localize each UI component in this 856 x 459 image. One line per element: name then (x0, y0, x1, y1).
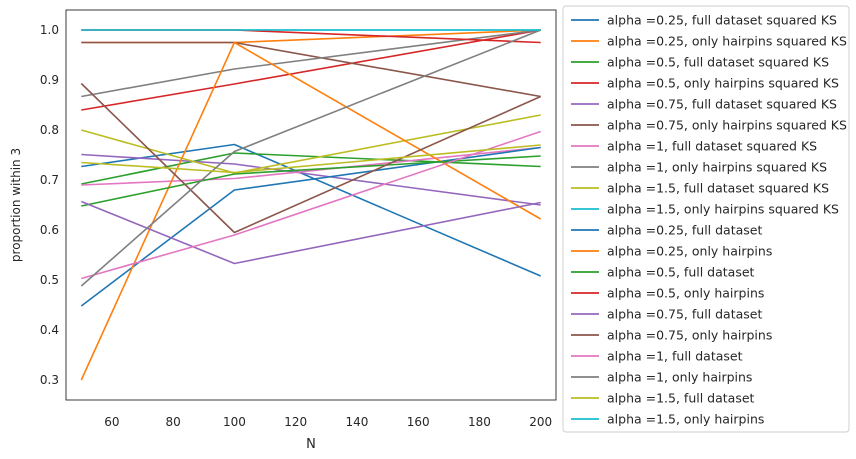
legend-label: alpha =0.5, only hairpins (607, 286, 764, 301)
series-line-4 (81, 29, 541, 111)
series-line-5 (81, 153, 541, 206)
legend-label: alpha =0.25, full dataset squared KS (607, 13, 837, 28)
series-line-17 (81, 130, 541, 280)
legend-label: alpha =1.5, only hairpins squared KS (607, 202, 839, 217)
series-line-8 (81, 29, 541, 98)
legend-label: alpha =0.75, full dataset (607, 307, 762, 322)
series-line-15 (80, 200, 541, 265)
x-tick-label: 120 (284, 415, 307, 429)
legend-label: alpha =1, only hairpins squared KS (607, 160, 827, 175)
legend-label: alpha =1, only hairpins (607, 370, 752, 385)
legend-label: alpha =0.75, only hairpins squared KS (607, 118, 847, 133)
x-axis-label: N (306, 437, 316, 452)
x-axis-ticks: 60 80 100 120 140 160 180 200 (104, 415, 552, 429)
y-tick-label: 0.8 (40, 123, 59, 137)
legend-label: alpha =1.5, full dataset squared KS (607, 181, 829, 196)
legend-label: alpha =1.5, full dataset (607, 391, 755, 406)
legend-label: alpha =0.25, full dataset (607, 223, 762, 238)
y-axis-label: proportion within 3 (9, 148, 23, 262)
x-tick-label: 160 (407, 415, 430, 429)
series-line-7 (81, 146, 541, 186)
x-tick-label: 180 (468, 415, 491, 429)
plot-lines (80, 29, 542, 381)
x-tick-label: 140 (345, 415, 368, 429)
legend-label: alpha =0.25, only hairpins squared KS (607, 34, 847, 49)
series-line-6 (81, 41, 541, 98)
series-line-13 (81, 155, 541, 207)
series-line-14 (81, 29, 541, 44)
y-axis-ticks: 0.3 0.4 0.5 0.6 0.7 0.8 0.9 1.0 (40, 23, 59, 387)
y-tick-label: 0.4 (40, 323, 59, 337)
legend-label: alpha =0.5, only hairpins squared KS (607, 76, 839, 91)
legend-frame (562, 5, 850, 433)
legend-label: alpha =0.25, only hairpins (607, 244, 772, 259)
series-line-9 (81, 114, 541, 174)
y-tick-label: 0.9 (40, 73, 59, 87)
legend-label: alpha =0.5, full dataset (607, 265, 755, 280)
series-line-16 (80, 82, 542, 234)
legend-label: alpha =1, full dataset (607, 349, 743, 364)
series-line-18 (80, 29, 541, 287)
series-line-2 (81, 29, 541, 44)
series-line-12 (80, 41, 542, 381)
y-tick-label: 0.5 (40, 273, 59, 287)
series-line-1 (81, 143, 542, 277)
plot-frame (65, 9, 557, 401)
legend-label: alpha =0.75, only hairpins (607, 328, 772, 343)
y-tick-label: 0.6 (40, 223, 59, 237)
legend-label: alpha =1, full dataset squared KS (607, 139, 817, 154)
legend-label: alpha =0.75, full dataset squared KS (607, 97, 837, 112)
legend-label: alpha =0.5, full dataset squared KS (607, 55, 829, 70)
x-tick-label: 60 (104, 415, 119, 429)
series-line-19 (81, 144, 541, 174)
x-tick-label: 100 (223, 415, 246, 429)
x-tick-label: 200 (529, 415, 552, 429)
legend-label: alpha =1.5, only hairpins (607, 412, 764, 427)
y-tick-label: 1.0 (40, 23, 59, 37)
legend: alpha =0.25, full dataset squared KS alph… (562, 5, 850, 433)
y-tick-label: 0.3 (40, 373, 59, 387)
x-tick-label: 80 (166, 415, 181, 429)
y-tick-label: 0.7 (40, 173, 59, 187)
